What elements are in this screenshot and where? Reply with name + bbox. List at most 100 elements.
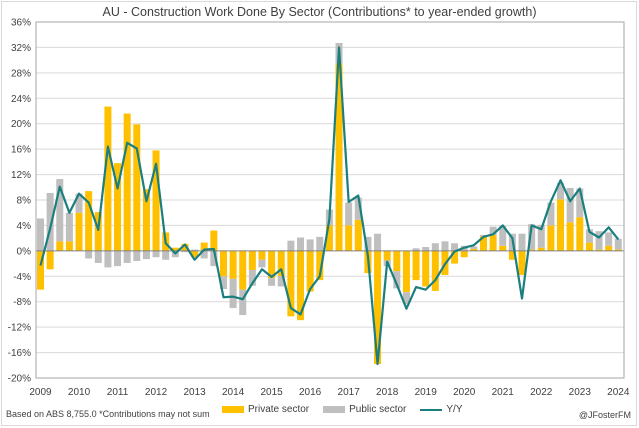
bar-public-sector (451, 243, 459, 251)
x-tick-label: 2017 (338, 387, 361, 398)
y-tick-label: -16% (8, 348, 31, 359)
bar-private-sector (181, 243, 189, 251)
x-tick-label: 2015 (260, 387, 283, 398)
x-tick-label: 2014 (222, 387, 245, 398)
bar-private-sector (402, 250, 410, 293)
bar-private-sector (566, 222, 574, 251)
legend-swatch-yy (420, 408, 443, 411)
y-tick-label: 32% (11, 43, 31, 54)
bar-private-sector (422, 250, 430, 287)
bar-public-sector (316, 236, 324, 251)
bar-private-sector (547, 225, 555, 251)
bar-public-sector (123, 250, 131, 263)
bar-private-sector (277, 250, 285, 277)
y-axis-ticks: -20% -16% -12% -8% -4% 0% 4% 8% 12% 16% 20% 24% 28% 3… (8, 18, 31, 385)
bar-private-sector (219, 250, 227, 277)
bar-public-sector (104, 250, 112, 268)
bar-private-sector (345, 225, 353, 251)
x-tick-label: 2024 (607, 387, 630, 398)
bar-private-sector (37, 250, 44, 290)
bar-private-sector (142, 189, 150, 251)
plot-border (35, 21, 625, 379)
bar-public-sector (431, 243, 439, 251)
bar-public-sector (248, 269, 256, 286)
yy-line (39, 46, 620, 366)
bar-private-sector (268, 250, 276, 279)
bar-private-sector (171, 247, 179, 251)
bar-private-sector (297, 250, 305, 321)
bar-public-sector (489, 226, 497, 235)
x-tick-label: 2012 (145, 387, 168, 398)
bar-public-sector (114, 250, 122, 267)
bar-public-sector (499, 226, 507, 246)
y-tick-label: -20% (8, 374, 31, 385)
legend-item-private[interactable]: Private sector (222, 404, 309, 415)
bar-public-sector (191, 249, 199, 251)
bar-public-sector (547, 202, 555, 226)
bar-private-sector (460, 250, 468, 258)
x-tick-label: 2009 (29, 387, 52, 398)
bar-private-sector (316, 250, 324, 281)
source-footnote: Based on ABS 8,755.0 *Contributions may … (6, 409, 210, 419)
bar-public-sector (37, 218, 44, 251)
bar-public-sector (412, 248, 420, 251)
bar-public-sector (566, 187, 574, 223)
bar-private-sector (470, 248, 478, 251)
bar-private-sector (451, 250, 459, 264)
bar-private-sector (431, 250, 439, 291)
bar-private-sector (518, 250, 526, 276)
legend-item-yy[interactable]: Y/Y (420, 404, 463, 415)
bar-private-sector (94, 212, 102, 251)
bar-private-sector (123, 113, 131, 251)
bar-private-sector (239, 250, 247, 290)
bar-private-sector (46, 250, 54, 270)
bar-public-sector (56, 179, 64, 242)
legend: Private sector Public sector Y/Y (222, 404, 463, 415)
bar-private-sector (335, 63, 343, 251)
bar-public-sector (402, 292, 410, 305)
bar-public-sector (306, 239, 314, 251)
bar-private-sector (75, 212, 83, 251)
x-tick-label: 2011 (107, 387, 129, 398)
bar-private-sector (585, 242, 593, 251)
bar-public-sector (258, 259, 266, 268)
bar-public-sector (585, 229, 593, 243)
bar-public-sector (528, 224, 536, 250)
bar-public-sector (229, 278, 237, 309)
legend-label-yy: Y/Y (446, 404, 463, 415)
bar-public-sector (219, 276, 227, 289)
y-tick-label: -12% (8, 323, 31, 334)
bar-public-sector (210, 250, 218, 267)
x-axis-ticks: 2009 2010 2011 2012 2013 2014 2015 2016 2017 2018… (29, 387, 629, 398)
bar-public-sector (239, 289, 247, 316)
bar-public-sector (364, 236, 372, 251)
bar-private-sector (383, 250, 391, 261)
y-tick-label: 0% (17, 246, 32, 257)
bar-private-sector (374, 250, 382, 365)
bar-public-sector (537, 224, 545, 248)
bar-private-sector (56, 241, 64, 251)
bar-public-sector (345, 202, 353, 226)
bar-public-sector (393, 271, 401, 289)
bar-private-sector (528, 249, 536, 251)
y-tick-label: -4% (13, 272, 31, 283)
bar-private-sector (499, 245, 507, 251)
yy-line-group (39, 46, 620, 366)
bar-public-sector (152, 250, 160, 258)
bar-private-sector (489, 234, 497, 251)
bar-public-sector (75, 193, 83, 213)
bar-public-sector (557, 182, 565, 200)
bar-private-sector (354, 219, 362, 251)
y-tick-label: 28% (11, 68, 31, 79)
bar-public-sector (595, 231, 603, 250)
legend-item-public[interactable]: Public sector (323, 404, 406, 415)
x-tick-label: 2019 (415, 387, 438, 398)
y-tick-label: 4% (17, 221, 32, 232)
bar-private-sector (133, 124, 141, 251)
bar-private-sector (104, 106, 112, 251)
y-tick-label: 16% (11, 145, 31, 156)
bar-public-sector (277, 276, 285, 287)
legend-swatch-private (222, 406, 244, 413)
bar-private-sector (557, 199, 565, 251)
